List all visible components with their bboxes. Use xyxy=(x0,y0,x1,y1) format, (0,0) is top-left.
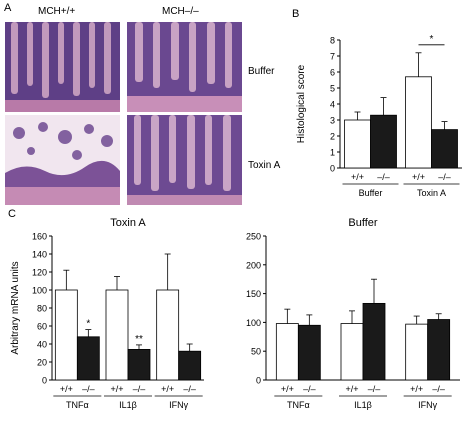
y-tick-label: 0 xyxy=(256,376,261,386)
bar-knockout xyxy=(362,302,386,381)
y-tick-label: 5 xyxy=(330,84,335,94)
bar-knockout xyxy=(370,114,397,169)
group-label: Toxin A xyxy=(417,188,446,198)
genotype-label: –/– xyxy=(438,172,451,182)
bar-knockout xyxy=(178,350,202,381)
significance-mark: ** xyxy=(135,334,143,345)
genotype-label: +/+ xyxy=(281,384,294,394)
y-tick-label: 120 xyxy=(32,268,47,278)
y-tick-label: 200 xyxy=(246,260,261,270)
micrograph-wt-toxin xyxy=(5,115,120,205)
micrograph-ko-buffer-image xyxy=(127,22,242,112)
bar-knockout xyxy=(297,324,321,381)
panel-c-letter: C xyxy=(8,208,16,220)
y-tick-label: 100 xyxy=(32,286,47,296)
genotype-label: +/+ xyxy=(60,384,73,394)
bar-knockout xyxy=(427,319,451,381)
y-axis-label: Arbitrary mRNA units xyxy=(10,261,21,354)
bar-wildtype xyxy=(54,289,78,381)
y-tick-label: 60 xyxy=(37,322,47,332)
y-tick-label: 4 xyxy=(330,100,335,110)
column-header-wildtype: MCH+/+ xyxy=(38,6,76,17)
significance-mark: * xyxy=(430,34,434,45)
y-tick-label: 250 xyxy=(246,232,261,242)
bar-knockout xyxy=(127,348,151,381)
genotype-label: +/+ xyxy=(345,384,358,394)
y-tick-label: 7 xyxy=(330,52,335,62)
genotype-label: –/– xyxy=(183,384,196,394)
y-tick-label: 0 xyxy=(42,376,47,386)
row-label-buffer: Buffer xyxy=(248,66,275,77)
y-tick-label: 100 xyxy=(246,318,261,328)
y-tick-label: 80 xyxy=(37,304,47,314)
genotype-label: +/+ xyxy=(161,384,174,394)
group-label: TNFα xyxy=(287,400,310,410)
chart-title: Buffer xyxy=(348,217,377,229)
y-tick-label: 40 xyxy=(37,340,47,350)
genotype-label: –/– xyxy=(368,384,381,394)
genotype-label: +/+ xyxy=(412,172,425,182)
y-tick-label: 50 xyxy=(251,347,261,357)
y-tick-label: 6 xyxy=(330,68,335,78)
y-tick-label: 3 xyxy=(330,116,335,126)
micrograph-wt-buffer-image xyxy=(5,22,120,112)
y-tick-label: 2 xyxy=(330,132,335,142)
bar-knockout xyxy=(431,129,458,169)
genotype-label: –/– xyxy=(377,172,390,182)
bar-wildtype xyxy=(340,323,364,381)
group-label: IFNγ xyxy=(418,400,437,410)
group-label: IL1β xyxy=(119,400,137,410)
genotype-label: +/+ xyxy=(110,384,123,394)
y-tick-label: 0 xyxy=(330,164,335,174)
genotype-label: +/+ xyxy=(351,172,364,182)
chart-title: Toxin A xyxy=(110,217,146,229)
micrograph-ko-toxin-image xyxy=(127,115,242,205)
micrograph-wt-buffer xyxy=(5,22,120,112)
y-tick-label: 150 xyxy=(246,289,261,299)
genotype-label: +/+ xyxy=(410,384,423,394)
bar-wildtype xyxy=(105,289,129,381)
group-label: IL1β xyxy=(354,400,372,410)
group-label: IFNγ xyxy=(169,400,188,410)
row-label-toxin: Toxin A xyxy=(248,160,281,171)
bar-wildtype xyxy=(156,289,180,381)
y-tick-label: 140 xyxy=(32,250,47,260)
genotype-label: –/– xyxy=(82,384,95,394)
panel-c-buffer-chart: Buffer 0 50 100 150 200 250 +/+ –/– TNFα +/+ –/– IL1… xyxy=(246,217,460,410)
column-header-knockout: MCH–/– xyxy=(162,6,199,17)
y-tick-label: 8 xyxy=(330,36,335,46)
group-label: TNFα xyxy=(66,400,89,410)
panel-a-letter: A xyxy=(4,2,12,14)
significance-mark: * xyxy=(86,319,90,330)
y-axis-label: Histological score xyxy=(296,64,307,143)
panel-b-letter: B xyxy=(292,8,300,20)
y-tick-label: 20 xyxy=(37,358,47,368)
bar-wildtype xyxy=(344,119,371,169)
genotype-label: –/– xyxy=(432,384,445,394)
panel-c-toxin-chart: Toxin A Arbitrary mRNA units 0 20 40 60 80 100 1… xyxy=(10,217,204,410)
genotype-label: –/– xyxy=(303,384,316,394)
genotype-label: –/– xyxy=(133,384,146,394)
bar-wildtype xyxy=(405,323,429,381)
bar-wildtype xyxy=(405,76,432,169)
y-tick-label: 1 xyxy=(330,148,335,158)
group-label: Buffer xyxy=(359,188,383,198)
bar-wildtype xyxy=(275,323,299,381)
y-tick-label: 160 xyxy=(32,232,47,242)
micrograph-wt-toxin-image xyxy=(5,115,120,205)
micrograph-ko-toxin xyxy=(127,115,242,205)
bar-knockout xyxy=(76,336,100,381)
panel-b-chart: Histological score 0 1 2 3 4 5 6 7 8 +/+ –/– Buffer +… xyxy=(296,34,462,198)
micrograph-ko-buffer xyxy=(127,22,242,112)
